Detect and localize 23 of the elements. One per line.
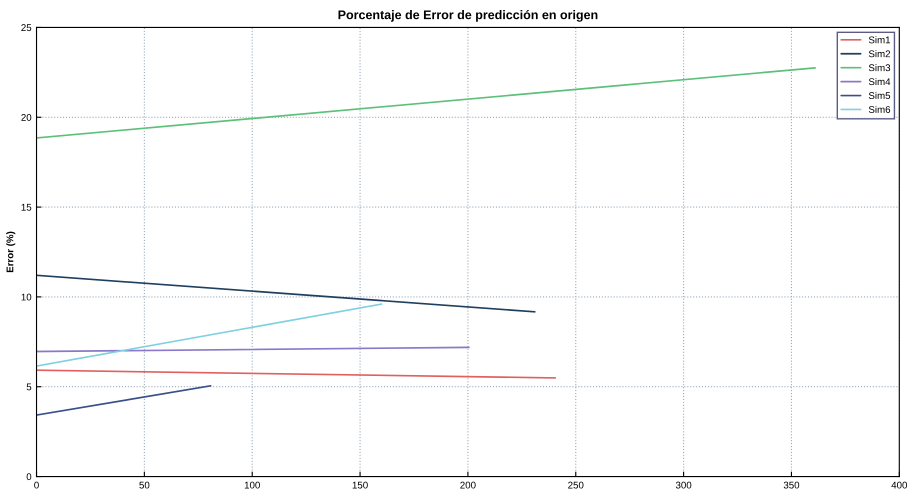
legend-label: Sim6 xyxy=(868,106,890,113)
x-tick-label: 100 xyxy=(244,482,260,489)
x-tick-label: 350 xyxy=(784,482,800,489)
x-tick-label: 400 xyxy=(891,482,908,489)
x-tick-label: 150 xyxy=(352,482,368,489)
y-tick-label: 15 xyxy=(22,204,32,211)
y-tick-label: 0 xyxy=(26,473,32,480)
x-tick-label: 200 xyxy=(460,482,476,489)
x-tick-label: 250 xyxy=(568,482,584,489)
x-tick-label: 300 xyxy=(676,482,692,489)
legend-label: Sim5 xyxy=(868,92,890,100)
x-tick-label: 50 xyxy=(139,482,150,489)
y-tick-label: 10 xyxy=(22,294,32,301)
legend-label: Sim3 xyxy=(868,64,890,72)
chart-title: Porcentaje de Error de predicción en origen xyxy=(338,10,598,22)
y-tick-label: 5 xyxy=(26,384,32,390)
y-tick-label: 20 xyxy=(21,114,32,121)
legend-label: Sim1 xyxy=(868,36,890,44)
legend-label: Sim4 xyxy=(868,78,890,86)
y-tick-label: 25 xyxy=(21,24,32,32)
legend-label: Sim2 xyxy=(868,50,890,58)
y-axis-title: Error (%) xyxy=(6,232,16,272)
x-tick-label: 0 xyxy=(34,482,39,489)
